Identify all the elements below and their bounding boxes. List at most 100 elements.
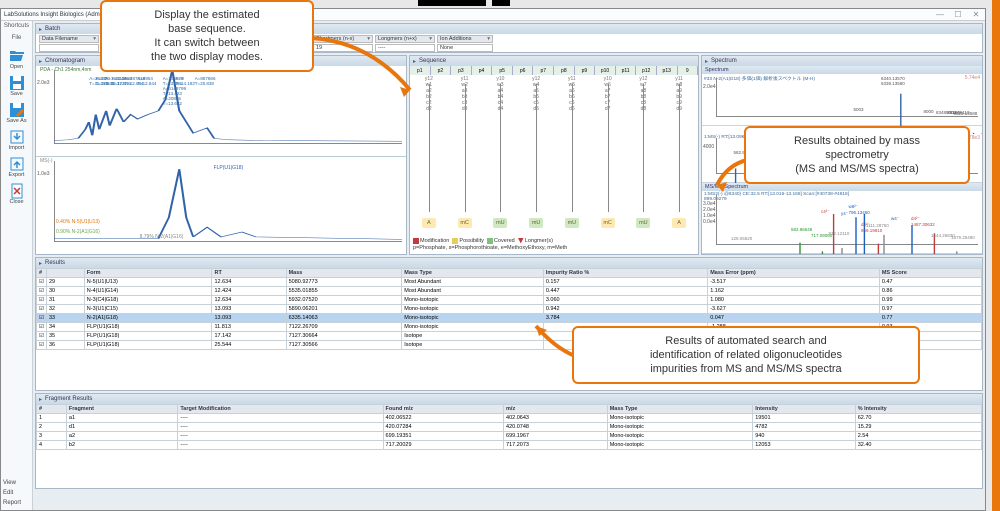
callout-sequence: Display the estimated base sequence. It …	[100, 0, 314, 72]
batch-cell[interactable]: None	[437, 44, 493, 52]
seq-tab[interactable]: p12	[636, 66, 657, 75]
frag-col-header[interactable]: % Intensity	[855, 405, 981, 414]
content-area: ▸Batch Data Filename ▾ ▾ ▾N' Term Modifi…	[33, 21, 985, 510]
mass-label: 1879.25480	[951, 235, 975, 240]
arrow-sequence	[310, 30, 420, 102]
y-axis-label: 2.0e3	[37, 80, 50, 86]
frag-col-header[interactable]: Found m/z	[383, 405, 504, 414]
seq-tab[interactable]: p8	[554, 66, 575, 75]
frag-col-header[interactable]: Mass Type	[607, 405, 753, 414]
fragment-results-title: Fragment Results	[45, 396, 92, 402]
toolbar-save-as[interactable]: Save As	[1, 99, 32, 126]
mass-label: 8323.14588	[954, 111, 978, 116]
sequence-diagram: y12w1a2b2c2d2Ay11w2a3b3c3d3mCy10w3a4b4c4…	[412, 76, 696, 228]
chromatogram-bottom: MS(-) 1.0e3 FLP(U1|G18) 0.40% N-5(U1|U13…	[36, 156, 406, 254]
mass-label: 8000	[924, 109, 934, 114]
row-checkbox[interactable]: ☑	[37, 296, 47, 305]
fragment-results-table[interactable]: #FragmentTarget ModificationFound m/zm/z…	[36, 404, 982, 450]
collapse-icon[interactable]: ▸	[39, 260, 42, 267]
frag-col-header[interactable]: #	[37, 405, 67, 414]
seq-tab[interactable]: p3	[451, 66, 472, 75]
toolbar-export[interactable]: Export	[1, 153, 32, 180]
sequence-column: y12w4a5b5c5d5mU	[519, 76, 553, 228]
seq-tab[interactable]: 9	[678, 66, 698, 75]
table-row[interactable]: 1a1----402.06522402.0643Mono-isotopic195…	[37, 414, 982, 423]
view-label[interactable]: View	[3, 478, 21, 488]
base-mC: mC	[601, 218, 615, 228]
ms-spectrum: Spectrum#33 N-2(A1|G18) 多価(1価) 解析後スペクトル …	[702, 66, 982, 126]
peak-annotation: A=8954 T=12.844	[137, 76, 156, 86]
seq-tab[interactable]: p2	[431, 66, 452, 75]
edit-label[interactable]: Edit	[3, 488, 21, 498]
toolbar-close[interactable]: Close	[1, 180, 32, 207]
base-mU: mU	[565, 218, 579, 228]
seq-tab[interactable]: p11	[616, 66, 637, 75]
seq-tab[interactable]: p4	[472, 66, 493, 75]
table-row[interactable]: ☑31N-3(C4|G18)12.6345932.07520Mono-isoto…	[37, 296, 982, 305]
callout-spectra: Results obtained by mass spectrometry (M…	[744, 126, 970, 184]
mass-label: y4⁻	[841, 211, 848, 217]
results-col-header[interactable]: #	[37, 269, 47, 278]
collapse-icon[interactable]: ▸	[705, 58, 708, 65]
batch-header-cell[interactable]: Ion Additions ▾	[437, 35, 493, 43]
base-A: A	[422, 218, 436, 228]
close-button[interactable]: ✕	[967, 9, 985, 21]
legend-item: Covered	[487, 238, 518, 244]
peak-label: FLP(U1|G18)	[214, 165, 244, 171]
results-col-header[interactable]: Form	[84, 269, 212, 278]
seq-tab[interactable]: p13	[657, 66, 678, 75]
bottom-label: 8.79% N-2(A1|G16)	[140, 234, 184, 240]
table-row[interactable]: ☑33N-2(A1|G18)13.0936335.14063Mono-isoto…	[37, 314, 982, 323]
frag-col-header[interactable]: Target Modification	[178, 405, 383, 414]
results-col-header[interactable]: Impurity Ratio %	[543, 269, 707, 278]
seq-tab[interactable]: p5	[492, 66, 513, 75]
batch-header-cell[interactable]: Data Filename ▾	[39, 35, 99, 43]
frag-col-header[interactable]: Fragment	[66, 405, 177, 414]
table-row[interactable]: ☑30N-4(U1|G14)12.4245535.01855Most Abund…	[37, 287, 982, 296]
sequence-column: y10w3a4b4c4d4mU	[484, 76, 518, 228]
base-mU: mU	[636, 218, 650, 228]
row-checkbox[interactable]: ☑	[37, 341, 47, 350]
peak-annotation: A=9 T=14.183	[176, 76, 195, 86]
results-col-header[interactable]: Mass Error (ppm)	[708, 269, 880, 278]
table-row[interactable]: ☑29N-5(U1|U13)12.6345080.92773Most Abund…	[37, 278, 982, 287]
legend-item: Modification	[413, 238, 452, 244]
table-row[interactable]: 4b2----717.20029717.2073Mono-isotopic120…	[37, 441, 982, 450]
mass-label: 6340.13570 6339.13580	[881, 76, 905, 86]
results-col-header[interactable]: Mass	[286, 269, 402, 278]
toolbar-section-shortcuts: Shortcuts	[1, 21, 32, 33]
seq-tab[interactable]: p10	[595, 66, 616, 75]
toolbar-save[interactable]: Save	[1, 72, 32, 99]
seq-tab[interactable]: p7	[533, 66, 554, 75]
batch-cell[interactable]	[39, 44, 99, 52]
row-checkbox[interactable]: ☑	[37, 305, 47, 314]
mass-label: 5003	[854, 107, 864, 112]
toolbar-import[interactable]: Import	[1, 126, 32, 153]
results-col-header[interactable]: Mass Type	[402, 269, 544, 278]
table-row[interactable]: ☑32N-3(U1|C15)13.0935890.06201Mono-isoto…	[37, 305, 982, 314]
frag-col-header[interactable]: Intensity	[753, 405, 855, 414]
row-checkbox[interactable]: ☑	[37, 287, 47, 296]
row-checkbox[interactable]: ☑	[37, 323, 47, 332]
collapse-icon[interactable]: ▸	[39, 58, 42, 65]
collapse-icon[interactable]: ▸	[39, 26, 42, 33]
report-label[interactable]: Report	[3, 498, 21, 508]
minimize-button[interactable]: —	[931, 9, 949, 21]
results-col-header[interactable]	[47, 269, 85, 278]
row-checkbox[interactable]: ☑	[37, 278, 47, 287]
row-checkbox[interactable]: ☑	[37, 314, 47, 323]
collapse-icon[interactable]: ▸	[39, 396, 42, 403]
toolbar-open[interactable]: Open	[1, 45, 32, 72]
seq-tab[interactable]: p9	[575, 66, 596, 75]
table-row[interactable]: 2d1----420.07284420.0748Mono-isotopic478…	[37, 423, 982, 432]
callout-results: Results of automated search and identifi…	[572, 326, 920, 384]
sequence-column: y11w5a6b6c6d6mU	[555, 76, 589, 228]
table-row[interactable]: 3a2----699.19351699.1967Mono-isotopic940…	[37, 432, 982, 441]
results-col-header[interactable]: RT	[212, 269, 286, 278]
legend-note: p=Phosphate, s=Phosphorothioate, e=Metho…	[413, 245, 695, 252]
seq-tab[interactable]: p6	[513, 66, 534, 75]
maximize-button[interactable]: ☐	[949, 9, 967, 21]
results-col-header[interactable]: MS Score	[879, 269, 981, 278]
frag-col-header[interactable]: m/z	[504, 405, 608, 414]
row-checkbox[interactable]: ☑	[37, 332, 47, 341]
